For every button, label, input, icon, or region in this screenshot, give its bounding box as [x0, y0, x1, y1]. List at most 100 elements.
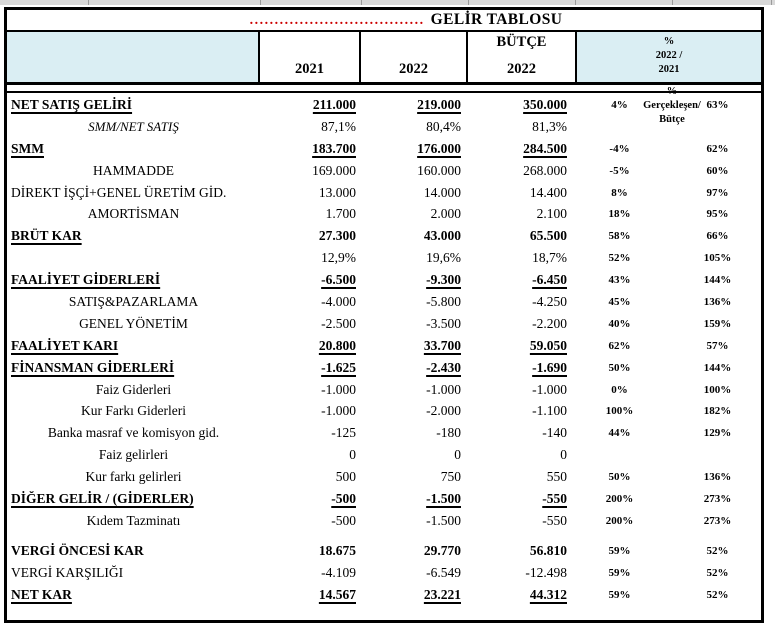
value-2022[interactable]: 80,4% — [426, 118, 461, 134]
pct-change[interactable]: 200% — [605, 492, 634, 505]
row-label[interactable]: NET KAR — [11, 586, 72, 602]
row-label[interactable]: SMM — [11, 140, 44, 156]
value-budget[interactable]: -1.100 — [532, 403, 567, 419]
value-2021[interactable]: -500 — [331, 512, 356, 528]
value-2021[interactable]: 169.000 — [312, 162, 356, 178]
value-2022[interactable]: -1.000 — [426, 381, 461, 397]
row-label[interactable]: NET SATIŞ GELİRİ — [11, 96, 133, 112]
header-2022[interactable]: 2022 — [361, 32, 468, 82]
pct-realized[interactable]: 159% — [703, 317, 732, 330]
value-2021[interactable]: 0 — [349, 447, 356, 463]
value-2022[interactable]: 23.221 — [423, 586, 461, 602]
value-budget[interactable]: 350.000 — [523, 96, 567, 112]
row-label[interactable]: Faiz gelirleri — [98, 447, 169, 463]
value-2022[interactable]: -2.000 — [426, 403, 461, 419]
row-label[interactable]: Kur farkı gelirleri — [85, 469, 182, 485]
value-2021[interactable]: 500 — [335, 469, 356, 485]
value-budget[interactable]: -2.200 — [532, 315, 567, 331]
value-2022[interactable]: 176.000 — [417, 140, 461, 156]
value-2021[interactable]: 211.000 — [312, 96, 356, 112]
pct-change[interactable]: 58% — [608, 230, 631, 243]
pct-realized[interactable]: 63% — [706, 98, 729, 111]
pct-change[interactable]: 45% — [608, 295, 631, 308]
pct-realized[interactable]: 60% — [706, 164, 729, 177]
value-2021[interactable]: -4.109 — [321, 564, 356, 580]
value-2022[interactable]: -2.430 — [426, 359, 461, 375]
value-budget[interactable]: 2.100 — [536, 206, 567, 222]
value-budget[interactable]: -140 — [542, 425, 567, 441]
header-budget-2022[interactable]: BÜTÇE 2022 — [468, 32, 577, 82]
value-2022[interactable]: -1.500 — [426, 512, 461, 528]
value-2021[interactable]: 27.300 — [318, 228, 356, 244]
value-budget[interactable]: 0 — [560, 447, 567, 463]
pct-realized[interactable]: 144% — [703, 274, 732, 287]
value-2021[interactable]: 1.700 — [325, 206, 356, 222]
pct-change[interactable]: 59% — [608, 544, 631, 557]
value-2022[interactable]: 43.000 — [423, 228, 461, 244]
row-label[interactable]: HAMMADDE — [93, 162, 174, 178]
value-budget[interactable]: -1.690 — [532, 359, 567, 375]
value-budget[interactable]: 268.000 — [523, 162, 567, 178]
value-budget[interactable]: 81,3% — [532, 118, 567, 134]
header-pct-realized[interactable]: % Gerçekleşen/ Bütçe — [637, 82, 701, 132]
value-2022[interactable]: 33.700 — [423, 337, 461, 353]
row-label[interactable]: DİREKT İŞÇİ+GENEL ÜRETİM GİD. — [11, 184, 227, 200]
value-2022[interactable]: -1.500 — [426, 490, 461, 506]
pct-change[interactable]: 18% — [608, 208, 631, 221]
value-2022[interactable]: 2.000 — [430, 206, 461, 222]
row-label[interactable]: GENEL YÖNETİM — [79, 315, 188, 331]
pct-realized[interactable]: 52% — [706, 566, 729, 579]
value-2022[interactable]: 160.000 — [417, 162, 461, 178]
value-2022[interactable]: -9.300 — [426, 272, 461, 288]
value-budget[interactable]: 550 — [546, 469, 567, 485]
value-2021[interactable]: -500 — [331, 490, 356, 506]
value-budget[interactable]: -12.498 — [525, 564, 567, 580]
pct-change[interactable]: 50% — [608, 471, 631, 484]
pct-realized[interactable]: 62% — [706, 142, 729, 155]
pct-change[interactable]: -4% — [609, 142, 630, 155]
value-2022[interactable]: 219.000 — [417, 96, 461, 112]
value-2021[interactable]: 183.700 — [312, 140, 356, 156]
pct-change[interactable]: 200% — [605, 514, 634, 527]
pct-change[interactable]: 59% — [608, 566, 631, 579]
value-budget[interactable]: -4.250 — [532, 293, 567, 309]
pct-realized[interactable]: 136% — [703, 471, 732, 484]
value-2022[interactable]: -180 — [436, 425, 461, 441]
value-budget[interactable]: 59.050 — [529, 337, 567, 353]
pct-realized[interactable]: 144% — [703, 361, 732, 374]
header-pct-change[interactable]: % 2022 / 2021 — [627, 32, 712, 82]
pct-change[interactable]: 40% — [608, 317, 631, 330]
row-label[interactable]: VERGİ KARŞILIĞI — [11, 564, 124, 580]
value-2022[interactable]: -6.549 — [426, 564, 461, 580]
pct-change[interactable]: 62% — [608, 339, 631, 352]
value-budget[interactable]: -1.000 — [532, 381, 567, 397]
value-budget[interactable]: 56.810 — [529, 542, 567, 558]
value-budget[interactable]: 284.500 — [523, 140, 567, 156]
value-2022[interactable]: 19,6% — [426, 250, 461, 266]
pct-change[interactable]: 59% — [608, 588, 631, 601]
pct-change[interactable]: 8% — [611, 186, 628, 199]
value-2021[interactable]: -1.625 — [321, 359, 356, 375]
value-2021[interactable]: -2.500 — [321, 315, 356, 331]
row-label[interactable]: BRÜT KAR — [11, 228, 82, 244]
value-2022[interactable]: 750 — [440, 469, 461, 485]
row-label[interactable]: DİĞER GELİR / (GİDERLER) — [11, 490, 194, 506]
value-budget[interactable]: 44.312 — [529, 586, 567, 602]
value-2022[interactable]: 0 — [454, 447, 461, 463]
pct-change[interactable]: 43% — [608, 274, 631, 287]
pct-change[interactable]: -5% — [609, 164, 630, 177]
pct-realized[interactable]: 95% — [706, 208, 729, 221]
pct-realized[interactable]: 129% — [703, 427, 732, 440]
value-2022[interactable]: -5.800 — [426, 293, 461, 309]
value-2021[interactable]: 20.800 — [318, 337, 356, 353]
row-label[interactable]: FAALİYET KARI — [11, 337, 119, 353]
row-label[interactable]: FAALİYET GİDERLERİ — [11, 272, 161, 288]
value-2021[interactable]: -6.500 — [321, 272, 356, 288]
row-label[interactable]: Faiz Giderleri — [95, 381, 172, 397]
value-2021[interactable]: -1.000 — [321, 403, 356, 419]
pct-realized[interactable]: 182% — [703, 405, 732, 418]
value-2022[interactable]: 14.000 — [423, 184, 461, 200]
pct-realized[interactable]: 97% — [706, 186, 729, 199]
value-2021[interactable]: 18.675 — [318, 542, 356, 558]
header-label-cell[interactable] — [7, 32, 260, 82]
